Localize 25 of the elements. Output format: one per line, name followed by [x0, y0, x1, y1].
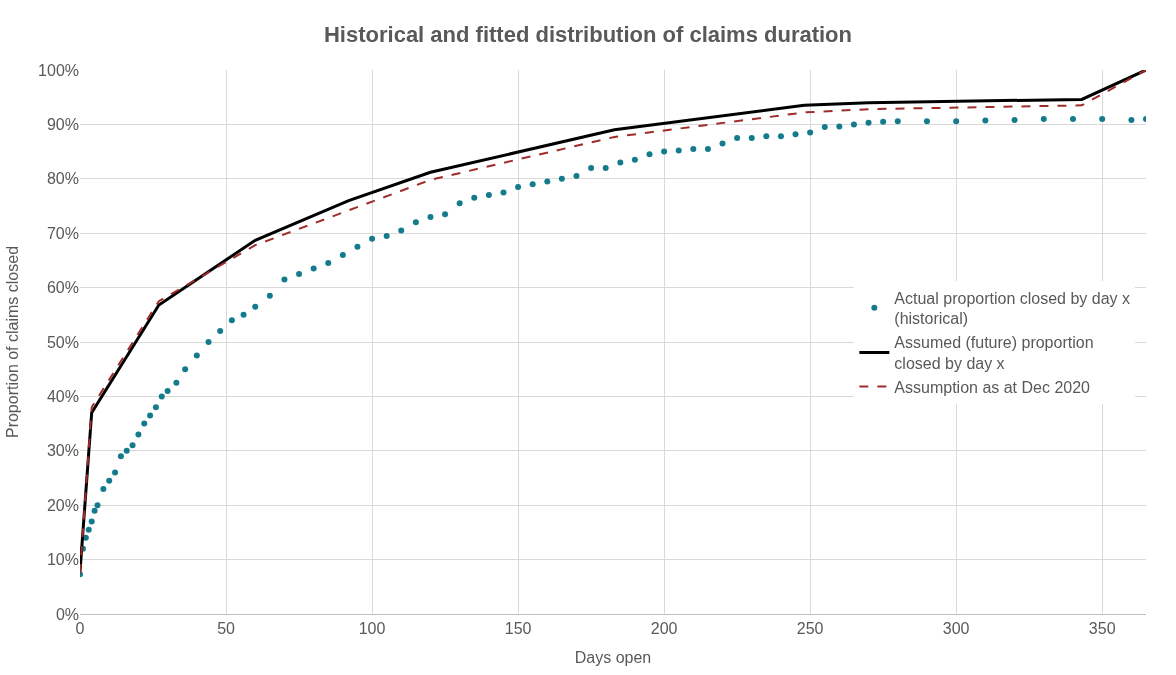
y-tick-label: 10%	[46, 551, 79, 569]
legend-label: Assumed (future) proportion closed by day x	[894, 334, 1094, 373]
x-axis-title: Days open	[574, 648, 652, 666]
y-tick-label: 90%	[46, 116, 79, 133]
x-tick-label: 150	[504, 620, 532, 638]
x-tick-label: 300	[942, 620, 970, 638]
x-tick-label: 200	[650, 620, 678, 638]
y-tick-label: 20%	[46, 496, 79, 514]
chart-title: Historical and fitted distribution of claims duration	[323, 22, 853, 48]
y-tick-label: 70%	[46, 224, 79, 242]
x-tick-label: 250	[796, 620, 824, 638]
y-axis-title: Proportion of claims closed	[3, 245, 21, 439]
x-tick-label: 0	[75, 620, 85, 638]
y-tick-label: 100%	[38, 61, 79, 79]
y-tick-label: 50%	[46, 333, 79, 351]
legend-label: Assumption as at Dec 2020	[894, 378, 1091, 396]
y-tick-label: 30%	[46, 442, 79, 460]
y-tick-label: 40%	[46, 388, 79, 405]
x-tick-label: 100	[358, 620, 386, 638]
legend-label: Actual proportion closed by day x (historical)	[894, 289, 1131, 328]
y-tick-label: 0%	[55, 605, 79, 623]
x-tick-label: 50	[217, 620, 236, 638]
y-tick-label: 80%	[46, 170, 79, 188]
y-tick-label: 60%	[46, 279, 79, 297]
x-tick-label: 350	[1088, 620, 1116, 638]
